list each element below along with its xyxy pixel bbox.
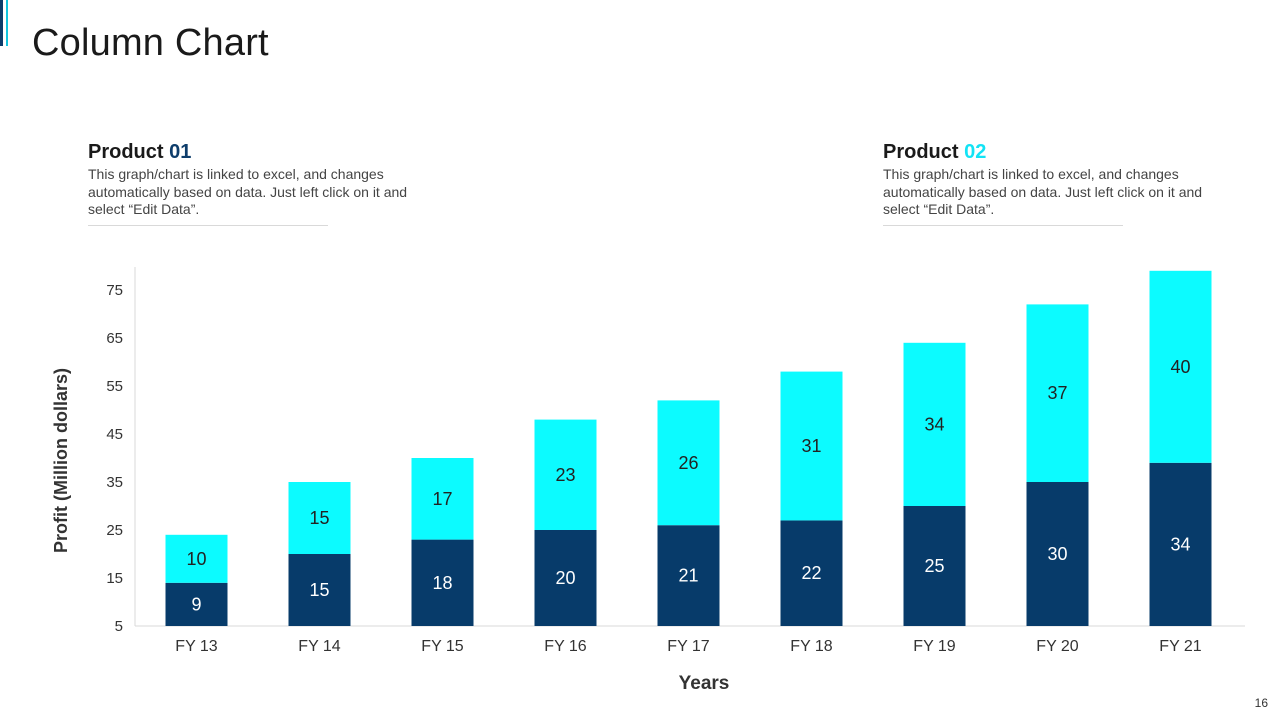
product-01-description: This graph/chart is linked to excel, and… [88,166,408,217]
product-01-divider [88,224,328,226]
y-tick-label: 65 [106,330,123,347]
bar-series-2 [1026,304,1089,482]
x-tick-label: FY 17 [667,638,710,655]
data-label-series-2: 31 [801,436,821,456]
y-axis-title: Profit (Million dollars) [51,368,71,553]
data-label-series-2: 17 [432,489,452,509]
x-tick-label: FY 21 [1159,638,1202,655]
data-label-series-2: 40 [1170,357,1190,377]
y-tick-label: 5 [115,618,123,635]
y-tick-label: 15 [106,570,123,587]
y-tick-label: 75 [106,282,123,299]
x-tick-label: FY 16 [544,638,587,655]
bar-series-1 [1026,482,1089,626]
x-tick-label: FY 20 [1036,638,1079,655]
data-label-series-1: 20 [555,568,575,588]
data-label-series-2: 10 [186,549,206,569]
accent-bar-dark [0,0,3,46]
data-label-series-2: 37 [1047,383,1067,403]
bar-series-1 [657,525,720,626]
product-02-label: Product [883,141,965,163]
data-label-series-1: 34 [1170,534,1190,554]
product-02-heading: Product 02 [883,140,1223,164]
data-label-series-1: 18 [432,573,452,593]
bar-series-2 [903,342,966,506]
data-label-series-1: 30 [1047,544,1067,564]
product-01-heading: Product 01 [88,140,428,164]
bar-series-2 [780,371,843,521]
data-label-series-1: 15 [309,580,329,600]
data-label-series-1: 21 [678,566,698,586]
x-tick-label: FY 14 [298,638,341,655]
bar-series-2 [165,534,228,583]
bar-series-1 [288,554,351,626]
product-02-description: This graph/chart is linked to excel, and… [883,166,1203,217]
y-tick-label: 25 [106,522,123,539]
x-tick-label: FY 15 [421,638,464,655]
accent-bar-light [6,0,8,46]
y-tick-label: 55 [106,378,123,395]
bar-series-2 [1149,270,1212,463]
page-number: 16 [1254,696,1268,710]
bar-series-2 [657,400,720,526]
product-01-number: 01 [169,141,192,163]
data-label-series-2: 23 [555,465,575,485]
y-tick-label: 45 [106,426,123,443]
data-label-series-2: 34 [924,414,944,434]
data-label-series-1: 25 [924,556,944,576]
bar-series-1 [165,582,228,626]
bar-series-2 [288,482,351,554]
product-01-block: Product 01 This graph/chart is linked to… [88,140,428,226]
bar-series-2 [411,458,474,540]
x-tick-label: FY 13 [175,638,218,655]
data-label-series-2: 26 [678,453,698,473]
product-02-block: Product 02 This graph/chart is linked to… [883,140,1223,226]
bar-series-1 [1149,462,1212,626]
bar-series-1 [534,530,597,626]
y-tick-label: 35 [106,474,123,491]
data-label-series-1: 22 [801,563,821,583]
bar-series-2 [534,419,597,530]
x-tick-label: FY 18 [790,638,833,655]
product-02-divider [883,224,1123,226]
data-label-series-2: 15 [309,508,329,528]
product-02-number: 02 [964,141,987,163]
bar-series-1 [780,520,843,626]
product-01-label: Product [88,141,170,163]
x-tick-label: FY 19 [913,638,956,655]
bar-series-1 [903,506,966,626]
bar-series-1 [411,539,474,626]
x-axis-title: Years [679,673,730,694]
data-label-series-1: 9 [191,594,201,614]
page-title: Column Chart [32,22,269,64]
title-accent-bars [0,0,12,46]
